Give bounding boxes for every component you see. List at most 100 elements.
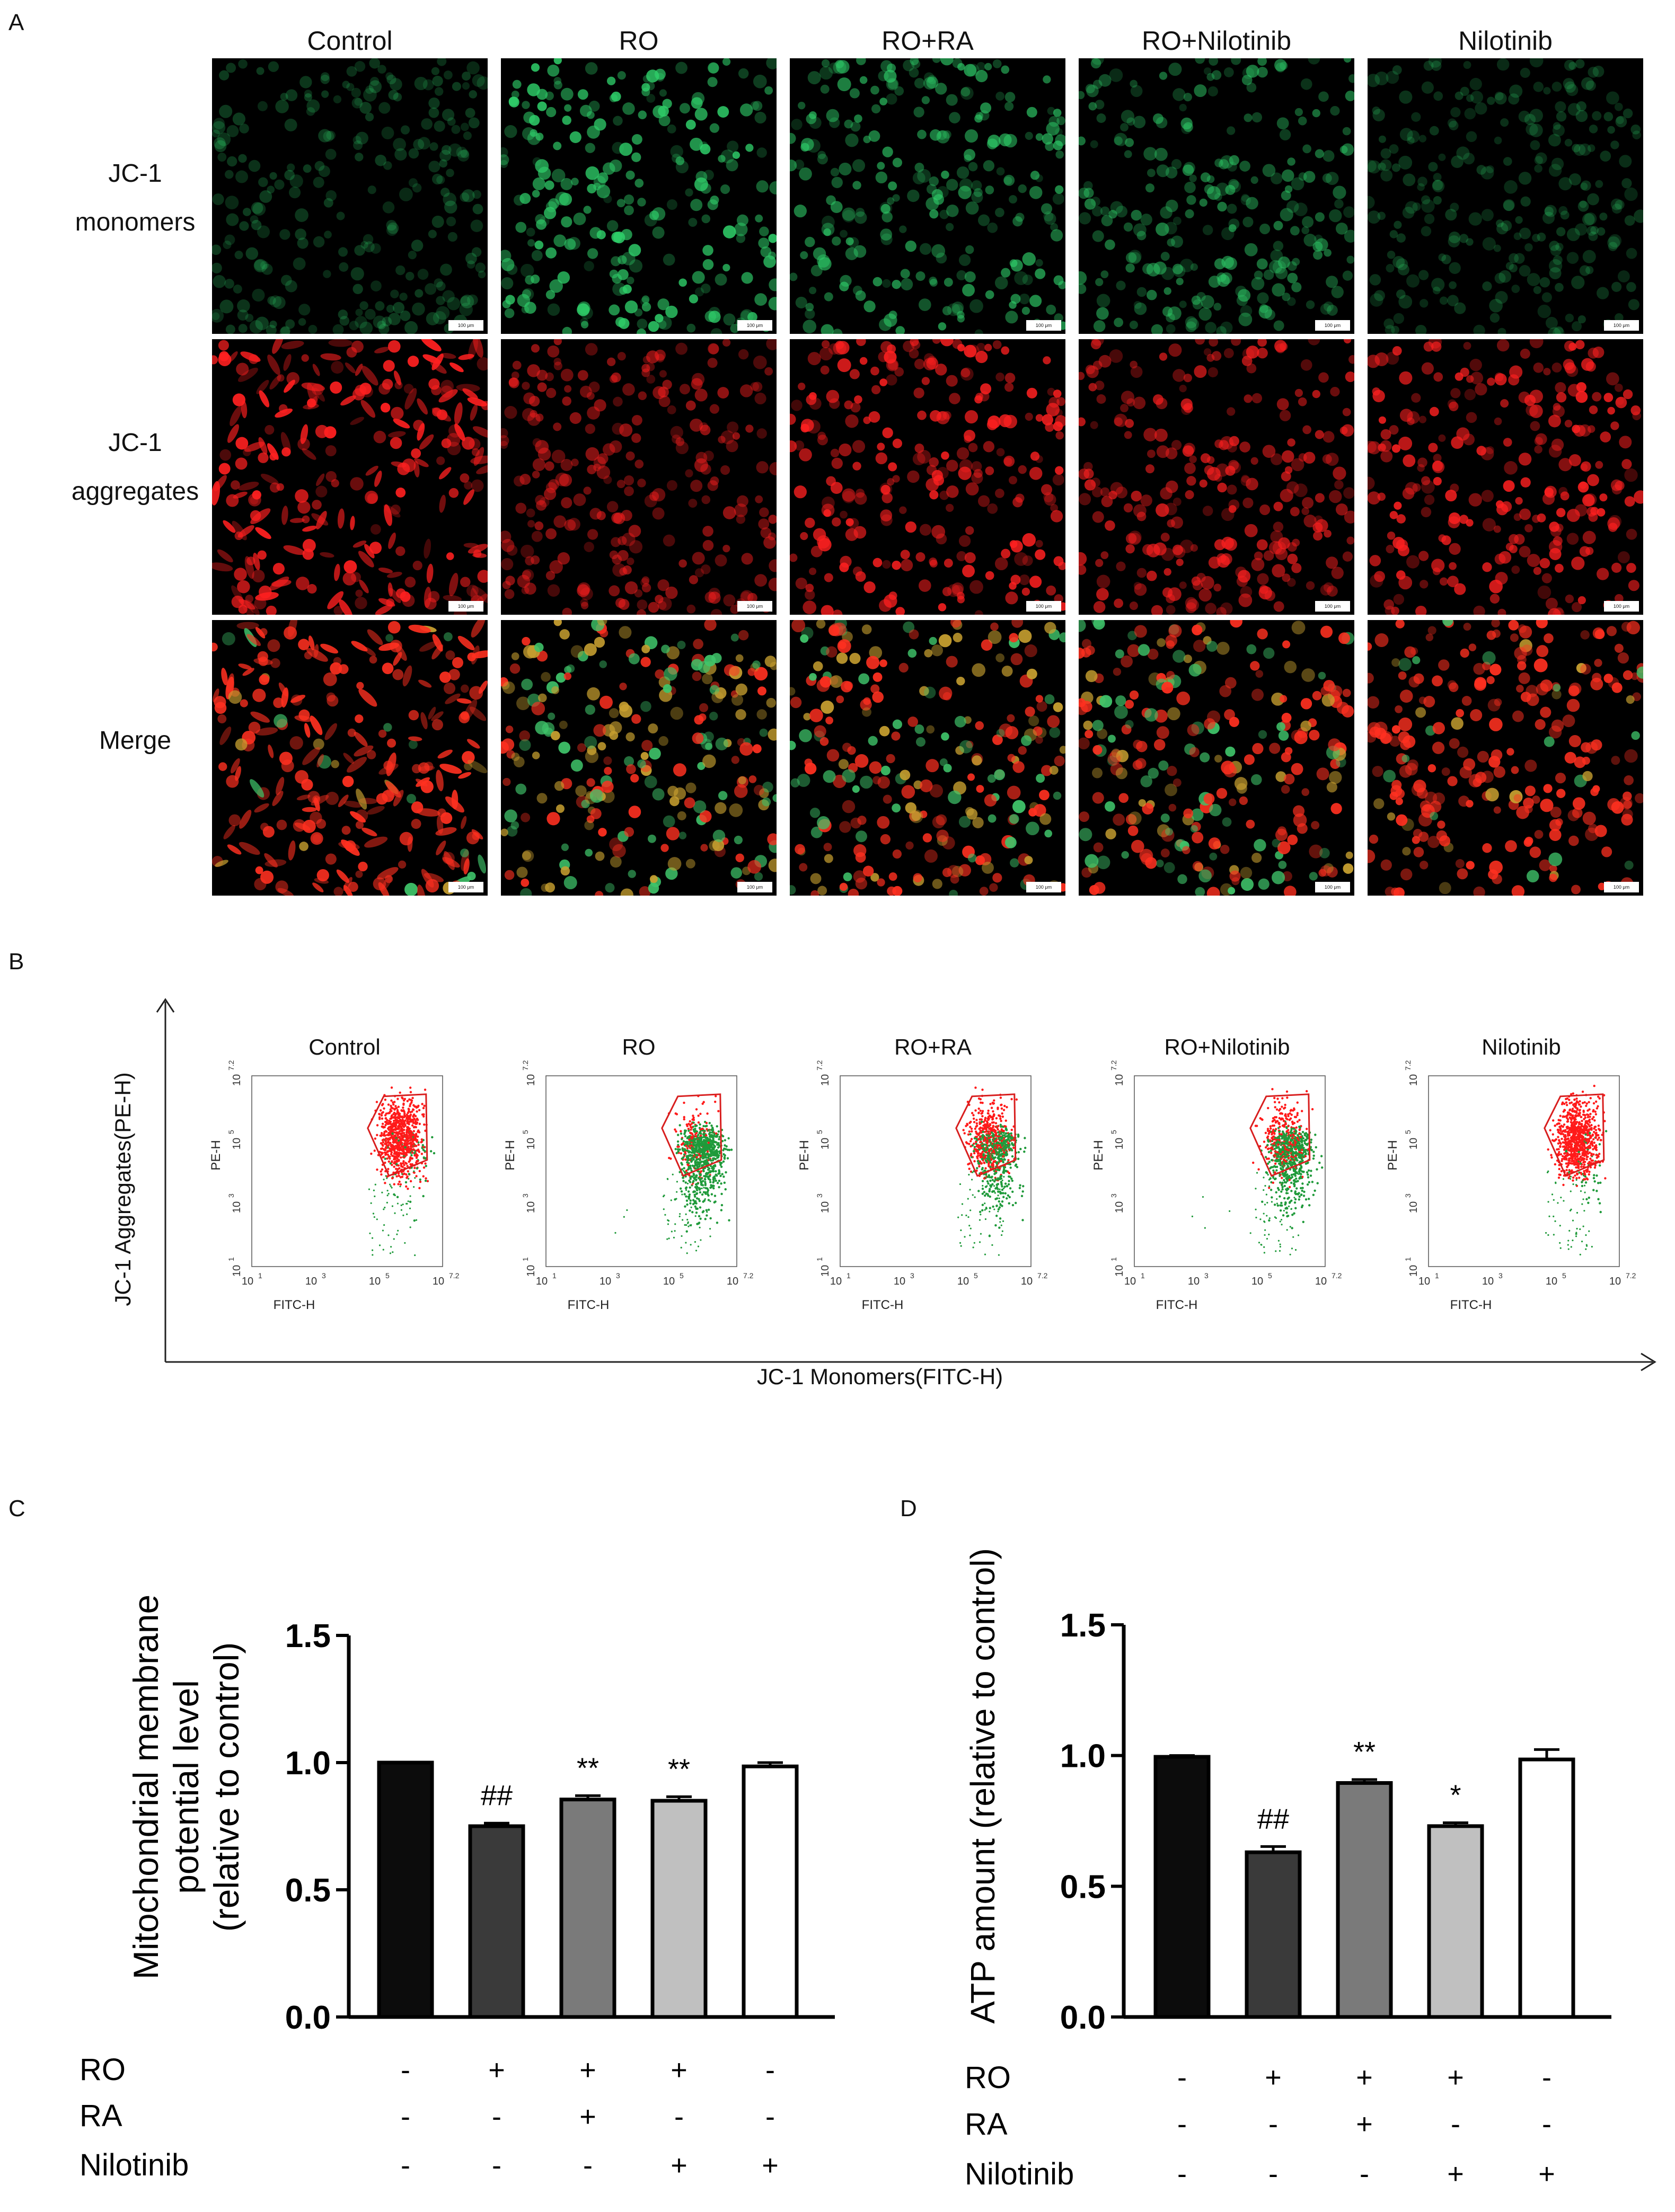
chart-d-condition-sign: -: [1542, 2108, 1551, 2140]
flow-title-ro: RO: [622, 1034, 656, 1059]
chart-c-sig-label: **: [668, 1753, 690, 1785]
chart-d-sig-label: *: [1450, 1779, 1461, 1811]
micrograph-monomers-ro: 100 μm: [501, 58, 777, 334]
flow-plot-ro: 10 1 10 1 10 3 10 3 10 5 10 5 10 7.2 10 7.2 FITC-H PE-H: [482, 1060, 758, 1359]
svg-text:5: 5: [227, 1130, 235, 1134]
panel-b-label: B: [8, 949, 24, 975]
chart-d-sig-label: ##: [1257, 1803, 1289, 1835]
scale-bar: 100 μm: [737, 320, 772, 331]
micrograph-aggregates-ro-ra: 100 μm: [790, 339, 1065, 615]
panel-d-label: D: [900, 1496, 917, 1521]
scale-bar: 100 μm: [1604, 601, 1639, 612]
chart-c-ylabel-line2: potential level: [166, 1680, 206, 1894]
micrograph-aggregates-nilotinib: 100 μm: [1368, 339, 1643, 615]
flow-ylabel: PE-H: [209, 1140, 223, 1170]
micrograph-monomers-ro-ra: 100 μm: [790, 58, 1065, 334]
flow-title-ro-nilotinib: RO+Nilotinib: [1164, 1034, 1290, 1059]
chart-c-ytick: 1.0: [285, 1745, 331, 1782]
chart-c-condition-sign: -: [583, 2149, 593, 2181]
chart-d-cond-ra: RA: [965, 2107, 1008, 2142]
chart-d-condition-sign: -: [1268, 2158, 1278, 2190]
chart-c-ytick: 1.5: [285, 1618, 331, 1654]
svg-text:7.2: 7.2: [449, 1271, 460, 1280]
chart-d-condition-sign: -: [1177, 2108, 1187, 2140]
svg-text:10: 10: [433, 1276, 444, 1287]
scale-bar: 100 μm: [737, 601, 772, 612]
chart-d-ytick: 0.0: [1060, 1999, 1106, 2036]
chart-d-condition-sign: -: [1177, 2061, 1187, 2093]
chart-d-condition-sign: +: [1447, 2158, 1464, 2190]
flow-xlabel: FITC-H: [568, 1298, 610, 1312]
chart-d-bar: [1427, 1824, 1484, 2019]
chart-c-bar: [559, 1798, 616, 2019]
chart-d-condition-sign: -: [1268, 2108, 1278, 2140]
flow-title-ro-ra: RO+RA: [894, 1034, 972, 1059]
chart-c-condition-sign: +: [488, 2054, 505, 2086]
svg-text:10: 10: [242, 1276, 253, 1287]
chart-c-cond-nilotinib: Nilotinib: [80, 2148, 189, 2182]
svg-text:10: 10: [369, 1276, 381, 1287]
chart-d-bar: [1245, 1850, 1302, 2019]
chart-d: ATP amount (relative to control) RO RA N…: [964, 1548, 1611, 2191]
chart-d-sig-label: **: [1353, 1736, 1376, 1768]
scale-bar: 100 μm: [1026, 601, 1061, 612]
scale-bar: 100 μm: [1315, 320, 1350, 331]
chart-d-condition-sign: +: [1356, 2061, 1373, 2093]
panel-a-col-title-ro-nilotinib: RO+Nilotinib: [1141, 26, 1292, 56]
svg-text:1: 1: [258, 1271, 262, 1280]
flow-title-nilotinib: Nilotinib: [1482, 1034, 1561, 1059]
flow-xlabel: FITC-H: [1450, 1298, 1492, 1312]
scale-bar: 100 μm: [1026, 882, 1061, 892]
chart-c-condition-sign: +: [762, 2149, 779, 2181]
scale-bar: 100 μm: [1604, 320, 1639, 331]
flow-outer-axes: [156, 998, 1656, 1372]
micrograph-monomers-nilotinib: 100 μm: [1368, 58, 1643, 334]
flow-plot-nilotinib: 10 1 10 1 10 3 10 3 10 5 10 5 10 7.2 10 7.2 FITC-H PE-H: [1365, 1060, 1641, 1359]
chart-c-cond-ra: RA: [80, 2099, 122, 2133]
flow-outer-xlabel: JC-1 Monomers(FITC-H): [756, 1364, 1003, 1389]
chart-c-condition-sign: -: [765, 2054, 775, 2086]
panel-a-label: A: [8, 10, 24, 36]
micrograph-aggregates-ro: 100 μm: [501, 339, 777, 615]
chart-c-ytick: 0.0: [285, 1999, 331, 2036]
panel-a-col-title-control: Control: [307, 26, 393, 56]
chart-d-condition-sign: -: [1177, 2158, 1187, 2190]
micrograph-aggregates-control: 100 μm: [212, 339, 488, 615]
chart-d-bar: [1153, 1755, 1211, 2019]
chart-c: Mitochondrial membrane potential level (…: [80, 1595, 835, 2182]
scale-bar: 100 μm: [737, 882, 772, 892]
flow-xlabel: FITC-H: [1156, 1298, 1198, 1312]
scale-bar: 100 μm: [448, 320, 483, 331]
chart-d-condition-sign: +: [1356, 2108, 1373, 2140]
chart-c-bar: [468, 1824, 525, 2019]
chart-c-condition-sign: -: [401, 2149, 410, 2181]
chart-d-condition-sign: +: [1538, 2158, 1555, 2190]
chart-c-condition-sign: -: [401, 2101, 410, 2133]
chart-c-condition-sign: -: [401, 2054, 410, 2086]
micrograph-merge-ro: 100 μm: [501, 620, 777, 896]
chart-c-bar: [742, 1764, 799, 2019]
chart-c-ytick: 0.5: [285, 1872, 331, 1909]
micrograph-monomers-ro-nilotinib: 100 μm: [1079, 58, 1354, 334]
chart-c-condition-sign: -: [765, 2101, 775, 2133]
svg-text:1: 1: [227, 1257, 235, 1261]
row-label-monomers: JC-1 monomers: [75, 160, 196, 236]
svg-text:10: 10: [231, 1265, 243, 1277]
flow-ylabel: PE-H: [1386, 1140, 1400, 1170]
panel-a-col-title-ro-ra: RO+RA: [881, 26, 974, 56]
chart-d-condition-sign: -: [1360, 2158, 1369, 2190]
chart-d-cond-nilotinib: Nilotinib: [965, 2157, 1074, 2191]
flow-plot-control: 10 1 10 1 10 3 10 3 10 5 10 5 10 7.2 10 7.2 FITC-H PE-H: [188, 1060, 464, 1359]
flow-ylabel: PE-H: [797, 1140, 812, 1170]
chart-d-condition-sign: -: [1542, 2061, 1551, 2093]
chart-d-ytick: 0.5: [1060, 1869, 1106, 1905]
svg-text:10: 10: [231, 1138, 243, 1149]
chart-c-condition-sign: -: [492, 2101, 501, 2133]
scale-bar: 100 μm: [1604, 882, 1639, 892]
flow-outer-ylabel: JC-1 Aggregates(PE-H): [110, 1072, 135, 1306]
chart-d-bar: [1518, 1757, 1575, 2019]
flow-title-control: Control: [308, 1034, 381, 1059]
chart-c-condition-sign: +: [579, 2101, 596, 2133]
svg-text:10: 10: [305, 1276, 317, 1287]
row-label-merge: Merge: [99, 727, 172, 755]
